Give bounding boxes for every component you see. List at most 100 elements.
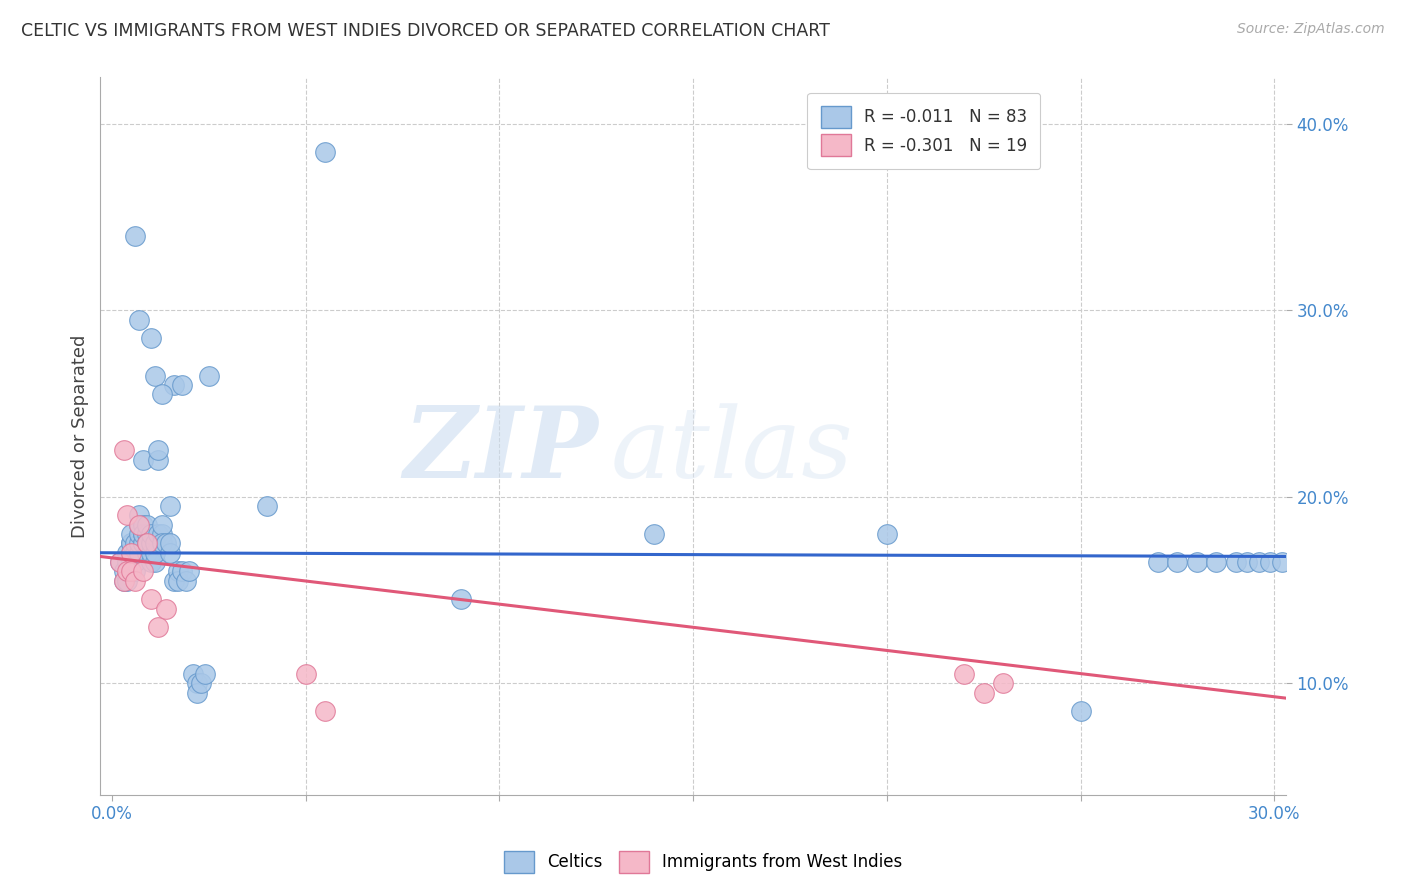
Point bbox=[128, 312, 150, 326]
Point bbox=[1247, 555, 1270, 569]
Point bbox=[139, 536, 162, 550]
Point bbox=[112, 443, 135, 458]
Point bbox=[124, 565, 146, 579]
Point bbox=[143, 536, 166, 550]
Point bbox=[1271, 555, 1294, 569]
Point bbox=[132, 536, 155, 550]
Point bbox=[112, 565, 135, 579]
Point bbox=[1147, 555, 1170, 569]
Point bbox=[128, 546, 150, 560]
Point bbox=[132, 565, 155, 579]
Point bbox=[108, 555, 131, 569]
Point bbox=[124, 574, 146, 588]
Point bbox=[132, 527, 155, 541]
Point bbox=[186, 685, 208, 699]
Point bbox=[170, 378, 193, 392]
Point bbox=[120, 536, 142, 550]
Point bbox=[120, 546, 142, 560]
Point bbox=[120, 546, 142, 560]
Point bbox=[973, 685, 995, 699]
Point bbox=[128, 527, 150, 541]
Point bbox=[294, 667, 316, 681]
Point bbox=[148, 527, 170, 541]
Legend: Celtics, Immigrants from West Indies: Celtics, Immigrants from West Indies bbox=[496, 845, 910, 880]
Point bbox=[159, 536, 181, 550]
Point bbox=[179, 565, 201, 579]
Point bbox=[450, 592, 472, 607]
Point bbox=[190, 676, 212, 690]
Point bbox=[150, 387, 173, 401]
Point bbox=[139, 555, 162, 569]
Point bbox=[117, 546, 139, 560]
Text: CELTIC VS IMMIGRANTS FROM WEST INDIES DIVORCED OR SEPARATED CORRELATION CHART: CELTIC VS IMMIGRANTS FROM WEST INDIES DI… bbox=[21, 22, 830, 40]
Point bbox=[132, 517, 155, 532]
Text: ZIP: ZIP bbox=[404, 402, 599, 499]
Point bbox=[1225, 555, 1247, 569]
Point bbox=[124, 555, 146, 569]
Point bbox=[135, 546, 157, 560]
Point bbox=[124, 228, 146, 243]
Point bbox=[876, 527, 898, 541]
Point bbox=[139, 592, 162, 607]
Point bbox=[1166, 555, 1188, 569]
Point bbox=[198, 368, 221, 383]
Point bbox=[132, 536, 155, 550]
Point bbox=[163, 574, 186, 588]
Point bbox=[953, 667, 976, 681]
Point bbox=[166, 565, 188, 579]
Point bbox=[1205, 555, 1227, 569]
Point bbox=[150, 517, 173, 532]
Point bbox=[112, 574, 135, 588]
Point bbox=[163, 378, 186, 392]
Point bbox=[139, 527, 162, 541]
Text: Source: ZipAtlas.com: Source: ZipAtlas.com bbox=[1237, 22, 1385, 37]
Point bbox=[166, 574, 188, 588]
Point bbox=[256, 499, 278, 513]
Point bbox=[159, 546, 181, 560]
Point bbox=[124, 536, 146, 550]
Point bbox=[135, 517, 157, 532]
Point bbox=[314, 704, 336, 718]
Point bbox=[135, 536, 157, 550]
Point bbox=[643, 527, 665, 541]
Point bbox=[174, 574, 197, 588]
Point bbox=[183, 667, 205, 681]
Point bbox=[148, 443, 170, 458]
Point bbox=[132, 527, 155, 541]
Point bbox=[143, 555, 166, 569]
Point bbox=[117, 508, 139, 523]
Point bbox=[128, 508, 150, 523]
Point bbox=[143, 546, 166, 560]
Point bbox=[314, 145, 336, 159]
Point bbox=[148, 452, 170, 467]
Y-axis label: Divorced or Separated: Divorced or Separated bbox=[72, 334, 89, 538]
Point bbox=[1260, 555, 1282, 569]
Point bbox=[139, 546, 162, 560]
Point bbox=[117, 565, 139, 579]
Point bbox=[120, 565, 142, 579]
Point bbox=[194, 667, 217, 681]
Point bbox=[112, 574, 135, 588]
Point bbox=[117, 555, 139, 569]
Point bbox=[170, 565, 193, 579]
Point bbox=[132, 452, 155, 467]
Point bbox=[120, 536, 142, 550]
Point bbox=[139, 331, 162, 345]
Point bbox=[124, 546, 146, 560]
Point bbox=[128, 517, 150, 532]
Point bbox=[135, 527, 157, 541]
Point bbox=[135, 536, 157, 550]
Point bbox=[1070, 704, 1092, 718]
Point bbox=[1236, 555, 1258, 569]
Point bbox=[148, 620, 170, 634]
Point bbox=[128, 517, 150, 532]
Point bbox=[150, 527, 173, 541]
Point bbox=[159, 499, 181, 513]
Point bbox=[120, 527, 142, 541]
Point bbox=[120, 555, 142, 569]
Point bbox=[128, 536, 150, 550]
Point bbox=[991, 676, 1014, 690]
Legend: R = -0.011   N = 83, R = -0.301   N = 19: R = -0.011 N = 83, R = -0.301 N = 19 bbox=[807, 93, 1040, 169]
Point bbox=[117, 565, 139, 579]
Point bbox=[186, 676, 208, 690]
